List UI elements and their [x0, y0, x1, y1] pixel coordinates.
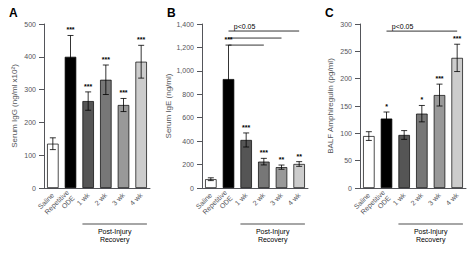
svg-text:B: B	[167, 6, 176, 20]
svg-text:300: 300	[24, 86, 36, 93]
svg-text:0: 0	[190, 185, 194, 192]
svg-text:200: 200	[340, 75, 352, 82]
svg-text:2 wk: 2 wk	[251, 191, 266, 206]
svg-text:2 wk: 2 wk	[93, 191, 108, 206]
svg-text:Repetitive: Repetitive	[359, 188, 387, 216]
svg-text:Recovery: Recovery	[258, 236, 288, 244]
svg-text:***: ***	[84, 83, 92, 90]
svg-text:1,400: 1,400	[176, 21, 194, 28]
svg-text:800: 800	[182, 91, 194, 98]
svg-text:p<0.05: p<0.05	[392, 23, 414, 31]
svg-text:***: ***	[137, 36, 145, 43]
svg-text:***: ***	[260, 149, 268, 156]
svg-text:1,000: 1,000	[176, 67, 194, 74]
svg-text:Repetitive: Repetitive	[201, 188, 229, 216]
svg-text:*: *	[420, 96, 423, 103]
svg-text:250: 250	[340, 48, 352, 55]
svg-text:***: ***	[224, 36, 232, 43]
svg-text:BALF Amphiregulin (pg/ml): BALF Amphiregulin (pg/ml)	[326, 58, 335, 154]
svg-text:**: **	[279, 156, 285, 163]
svg-text:A: A	[9, 6, 18, 20]
svg-text:Post-Injury: Post-Injury	[414, 228, 448, 236]
svg-text:ODE: ODE	[60, 194, 76, 210]
svg-text:3 wk: 3 wk	[111, 191, 126, 206]
svg-text:500: 500	[24, 21, 36, 28]
svg-text:4 wk: 4 wk	[287, 191, 302, 206]
svg-text:1,200: 1,200	[176, 44, 194, 51]
svg-text:400: 400	[182, 138, 194, 145]
svg-text:400: 400	[24, 53, 36, 60]
svg-text:**: **	[296, 153, 302, 160]
svg-text:3 wk: 3 wk	[427, 191, 442, 206]
svg-text:Serum IgE (ng/ml): Serum IgE (ng/ml)	[164, 73, 173, 138]
svg-text:200: 200	[182, 161, 194, 168]
svg-text:300: 300	[340, 21, 352, 28]
svg-text:100: 100	[24, 152, 36, 159]
svg-text:Saline: Saline	[194, 191, 214, 211]
svg-text:600: 600	[182, 114, 194, 121]
svg-text:1 wk: 1 wk	[234, 191, 249, 206]
svg-text:Saline: Saline	[36, 191, 56, 211]
svg-text:***: ***	[66, 26, 74, 33]
svg-text:0: 0	[348, 185, 352, 192]
svg-text:100: 100	[340, 130, 352, 137]
svg-text:***: ***	[453, 35, 461, 42]
svg-text:Post-Injury: Post-Injury	[256, 228, 290, 236]
svg-text:0: 0	[32, 185, 36, 192]
svg-text:C: C	[325, 6, 334, 20]
svg-text:1 wk: 1 wk	[76, 191, 91, 206]
svg-text:***: ***	[119, 89, 127, 96]
svg-text:p<0.05: p<0.05	[234, 23, 256, 31]
svg-text:ODE: ODE	[218, 194, 234, 210]
svg-text:Serum IgG (ng/ml x10²): Serum IgG (ng/ml x10²)	[10, 64, 19, 148]
svg-text:Recovery: Recovery	[100, 236, 130, 244]
svg-text:Saline: Saline	[352, 191, 372, 211]
svg-text:***: ***	[242, 124, 250, 131]
svg-text:Repetitive: Repetitive	[43, 188, 71, 216]
svg-text:*: *	[385, 103, 388, 110]
svg-text:50: 50	[344, 157, 352, 164]
svg-text:***: ***	[435, 75, 443, 82]
svg-text:***: ***	[102, 56, 110, 63]
svg-text:Post-Injury: Post-Injury	[98, 228, 132, 236]
svg-text:150: 150	[340, 103, 352, 110]
svg-text:1 wk: 1 wk	[392, 191, 407, 206]
svg-text:200: 200	[24, 119, 36, 126]
svg-text:4 wk: 4 wk	[129, 191, 144, 206]
svg-text:ODE: ODE	[376, 194, 392, 210]
svg-text:2 wk: 2 wk	[409, 191, 424, 206]
svg-text:4 wk: 4 wk	[445, 191, 460, 206]
svg-text:3 wk: 3 wk	[269, 191, 284, 206]
svg-text:Recovery: Recovery	[416, 236, 446, 244]
